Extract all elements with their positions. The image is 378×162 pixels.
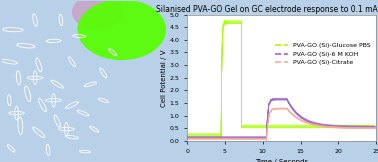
Legend: PVA-GO (Si)-Glucose PBS, PVA-GO (Si)-6 M KOH, PVA-GO (Si)-Citrate: PVA-GO (Si)-Glucose PBS, PVA-GO (Si)-6 M… bbox=[273, 40, 373, 68]
Ellipse shape bbox=[72, 0, 124, 30]
Y-axis label: Cell Potential / V: Cell Potential / V bbox=[161, 49, 167, 106]
X-axis label: Time / Seconds: Time / Seconds bbox=[255, 159, 308, 162]
Title: Silanised PVA-GO Gel on GC electrode response to 0.1 mA current: Silanised PVA-GO Gel on GC electrode res… bbox=[156, 5, 378, 14]
Ellipse shape bbox=[77, 0, 166, 60]
